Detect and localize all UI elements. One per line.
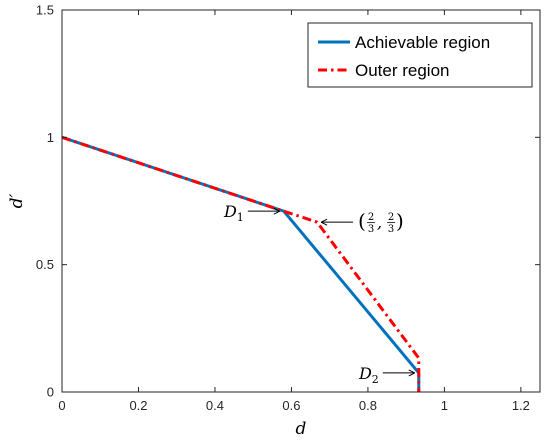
series-layer <box>61 135 421 392</box>
arrow-d2-head <box>408 369 416 377</box>
arrow-d2 <box>382 369 416 377</box>
series-line-outer <box>61 135 421 392</box>
annotation-comma: , <box>377 213 382 232</box>
x-tick-label: 0.8 <box>359 398 377 413</box>
legend-label-0: Achievable region <box>355 33 490 52</box>
y-axis-label: d′ <box>7 193 27 208</box>
y-tick-label: 1 <box>47 130 54 145</box>
y-tick-label: 0.5 <box>36 257 54 272</box>
annotation-paren-left: ( <box>358 209 366 233</box>
axes-box <box>61 9 541 393</box>
annotation-frac-2-den: 3 <box>388 224 394 235</box>
axes-layer: 0 0.2 0.4 0.6 0.8 1 1.2 0 0.5 1 1.5 <box>36 3 541 413</box>
x-tick-label: 1 <box>441 398 448 413</box>
x-tick-label: 1.2 <box>512 398 530 413</box>
annotation-point: (23, 23) <box>358 209 404 235</box>
legend-box <box>307 22 533 88</box>
annotation-frac-1-num: 2 <box>368 212 374 223</box>
x-tick-label: 0.4 <box>206 398 224 413</box>
annotation-d2: D2 <box>358 364 379 386</box>
y-tick-label: 0 <box>47 385 54 400</box>
x-tick-label: 0.2 <box>129 398 147 413</box>
arrow-point <box>320 218 354 226</box>
annotation-paren-right: ) <box>396 209 404 233</box>
arrow-d1 <box>247 207 281 215</box>
annotation-layer: D1(23, 23)D2 <box>223 202 416 386</box>
x-axis-label: d <box>296 419 307 439</box>
x-tick-label: 0 <box>58 398 65 413</box>
annotation-frac-2-num: 2 <box>388 212 394 223</box>
annotation-d1: D1 <box>223 202 244 224</box>
y-tick-label: 1.5 <box>36 3 54 18</box>
annotation-frac-1-den: 3 <box>368 224 374 235</box>
arrow-point-head <box>320 218 328 226</box>
arrow-d1-head <box>273 207 281 215</box>
x-tick-label: 0.6 <box>282 398 300 413</box>
legend-label-1: Outer region <box>355 61 450 80</box>
legend: Achievable region Outer region <box>307 22 533 88</box>
